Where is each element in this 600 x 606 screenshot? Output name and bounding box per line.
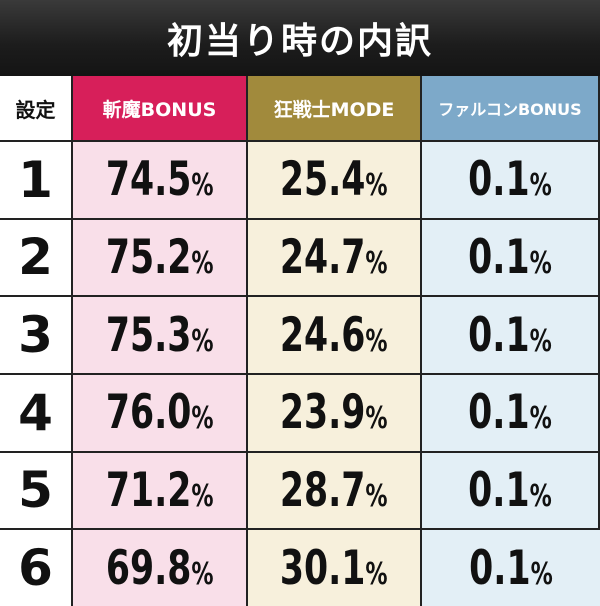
falcon-bonus-cell-value: 0.1% (468, 308, 552, 363)
zanma-bonus-cell: 71.2% (73, 452, 248, 529)
setting-cell: 5 (0, 452, 73, 529)
kyosenshi-mode-cell-value: 25.4% (280, 152, 388, 207)
zanma-bonus-cell: 69.8% (73, 530, 248, 606)
kyosenshi-mode-cell-value: 24.7% (280, 230, 388, 285)
percent-number: 69.8 (105, 540, 192, 596)
percent-sign: % (191, 168, 214, 204)
percent-sign: % (365, 401, 388, 437)
falcon-bonus-cell-value: 0.1% (468, 230, 552, 285)
zanma-bonus-cell: 75.3% (73, 297, 248, 373)
setting-cell: 2 (0, 219, 73, 296)
percent-sign: % (191, 401, 214, 437)
percent-sign: % (191, 478, 214, 514)
setting-cell: 6 (0, 530, 73, 606)
header-zanma-bonus: 斬魔BONUS (73, 76, 248, 140)
kyosenshi-mode-cell-value: 28.7% (280, 463, 388, 518)
percent-number: 28.7 (280, 462, 366, 518)
percent-sign: % (365, 478, 388, 514)
percent-sign: % (365, 245, 388, 281)
zanma-bonus-cell-value: 75.3% (106, 308, 214, 363)
falcon-bonus-cell: 0.1% (422, 452, 600, 529)
zanma-bonus-cell: 74.5% (73, 142, 248, 218)
percent-sign: % (530, 556, 553, 592)
percent-sign: % (191, 323, 214, 359)
zanma-bonus-cell: 75.2% (73, 219, 248, 296)
kyosenshi-mode-cell: 30.1% (248, 530, 422, 606)
percent-number: 24.6 (280, 307, 366, 363)
kyosenshi-mode-cell-value: 23.9% (280, 385, 388, 440)
percent-sign: % (365, 556, 388, 592)
zanma-bonus-cell-value: 69.8% (106, 541, 214, 596)
kyosenshi-mode-cell-value: 30.1% (280, 541, 388, 596)
percent-sign: % (529, 478, 552, 514)
percent-number: 74.5 (105, 152, 192, 208)
percent-number: 76.0 (105, 385, 192, 441)
percent-sign: % (365, 323, 388, 359)
kyosenshi-mode-cell: 24.7% (248, 219, 422, 296)
falcon-bonus-cell: 0.1% (422, 374, 600, 451)
falcon-bonus-cell-value: 0.1% (469, 541, 553, 596)
falcon-bonus-cell-value: 0.1% (468, 385, 552, 440)
percent-number: 0.1 (468, 229, 530, 285)
setting-cell: 3 (0, 297, 73, 373)
percent-sign: % (529, 323, 552, 359)
percent-sign: % (365, 168, 388, 204)
zanma-bonus-cell-value: 75.2% (106, 230, 214, 285)
zanma-bonus-cell-value: 74.5% (106, 152, 214, 207)
falcon-bonus-cell: 0.1% (422, 297, 600, 373)
percent-number: 0.1 (468, 462, 530, 518)
percent-sign: % (191, 245, 214, 281)
zanma-bonus-cell-value: 71.2% (106, 463, 214, 518)
percent-number: 23.9 (280, 385, 366, 441)
setting-cell: 1 (0, 142, 73, 218)
kyosenshi-mode-cell: 23.9% (248, 374, 422, 451)
percent-number: 0.1 (469, 540, 531, 596)
percent-sign: % (191, 556, 214, 592)
percent-number: 24.7 (280, 229, 366, 285)
percent-number: 75.2 (105, 229, 192, 285)
header-falcon-bonus: ファルコンBONUS (422, 76, 600, 140)
zanma-bonus-cell-value: 76.0% (106, 385, 214, 440)
percent-number: 0.1 (468, 385, 530, 441)
falcon-bonus-cell-value: 0.1% (468, 463, 552, 518)
title-bar: 初当り時の内訳 (0, 0, 600, 76)
percent-number: 71.2 (105, 462, 192, 518)
falcon-bonus-cell: 0.1% (422, 219, 600, 296)
header-setting: 設定 (0, 76, 73, 140)
kyosenshi-mode-cell-value: 24.6% (280, 308, 388, 363)
kyosenshi-mode-cell: 25.4% (248, 142, 422, 218)
setting-cell: 4 (0, 374, 73, 451)
header-kyosenshi-mode: 狂戦士MODE (248, 76, 422, 140)
page-title: 初当り時の内訳 (166, 21, 433, 62)
percent-number: 0.1 (468, 152, 530, 208)
zanma-bonus-cell: 76.0% (73, 374, 248, 451)
percent-sign: % (529, 401, 552, 437)
percent-number: 75.3 (105, 307, 192, 363)
percent-sign: % (529, 245, 552, 281)
kyosenshi-mode-cell: 28.7% (248, 452, 422, 529)
falcon-bonus-cell: 0.1% (422, 142, 600, 218)
percent-sign: % (529, 168, 552, 204)
kyosenshi-mode-cell: 24.6% (248, 297, 422, 373)
breakdown-table: 設定 斬魔BONUS 狂戦士MODE ファルコンBONUS 1 74.5% 25.4… (0, 76, 600, 606)
percent-number: 25.4 (280, 152, 366, 208)
falcon-bonus-cell: 0.1% (422, 530, 600, 606)
percent-number: 30.1 (280, 540, 366, 596)
falcon-bonus-cell-value: 0.1% (468, 152, 552, 207)
percent-number: 0.1 (468, 307, 530, 363)
